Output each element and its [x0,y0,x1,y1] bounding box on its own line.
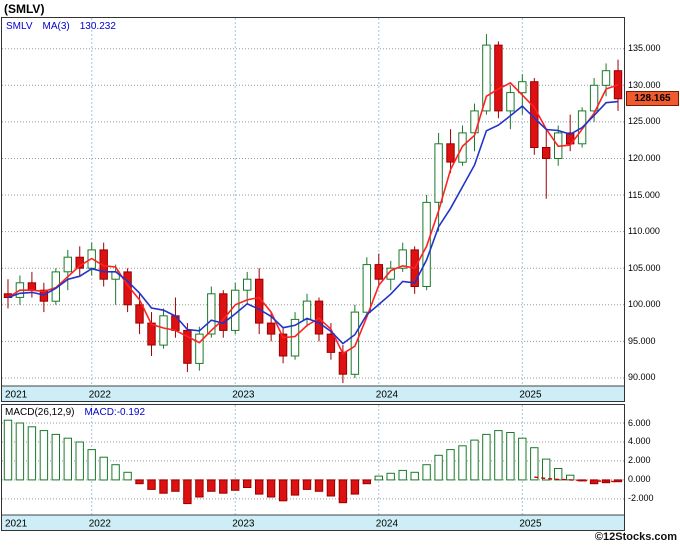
legend-ma-value: 130.232 [79,21,116,32]
legend-ma-label: MA(3) [42,21,70,32]
macd-tick-label: 6.000 [628,418,651,428]
price-axis-labels: 135.000 130.000 125.000 120.000 115.000 110.0… [628,0,680,546]
macd-tick-label: 2.000 [628,455,651,465]
last-price-badge: 128.165 [626,91,679,106]
svg-text:2021: 2021 [5,390,28,401]
price-tick-label: 110.000 [628,226,660,236]
macd-chart[interactable]: 2021 2022 2023 2024 2025 [2,405,624,530]
macd-value-label: MACD:-0.192 [84,407,146,418]
svg-text:2024: 2024 [376,390,399,401]
price-legend: SMLV MA(3) 130.232 [6,21,116,32]
macd-legend: MACD(26,12,9) MACD:-0.192 [5,407,145,418]
svg-text:2021: 2021 [5,519,28,530]
macd-tick-label: 4.000 [628,436,651,446]
price-tick-label: 120.000 [628,153,661,163]
macd-axis-labels: 6.000 4.000 2.000 0.000 -2.000 [628,0,680,546]
svg-text:2023: 2023 [232,390,255,401]
svg-text:2025: 2025 [519,390,542,401]
price-pane: 2021 2022 2023 2024 2025 [1,17,625,402]
price-tick-label: 90.000 [628,372,656,382]
svg-text:2022: 2022 [89,390,112,401]
svg-text:2022: 2022 [89,519,112,530]
price-tick-label: 135.000 [628,43,661,53]
watermark-text: ©12Stocks.com [594,531,677,543]
macd-pane: 2021 2022 2023 2024 2025 [1,404,625,531]
ticker-title: (SMLV) [4,2,45,16]
price-chart[interactable]: 2021 2022 2023 2024 2025 [2,18,624,401]
macd-tick-label: -2.000 [628,493,654,503]
svg-text:2024: 2024 [376,519,399,530]
price-tick-label: 115.000 [628,190,660,200]
price-tick-label: 100.000 [628,299,661,309]
legend-symbol: SMLV [6,21,33,32]
macd-params-label: MACD(26,12,9) [5,407,75,418]
price-tick-label: 95.000 [628,336,656,346]
price-tick-label: 105.000 [628,263,661,273]
macd-tick-label: 0.000 [628,474,651,484]
price-tick-label: 125.000 [628,116,661,126]
svg-text:2023: 2023 [232,519,255,530]
svg-text:2025: 2025 [519,519,542,530]
price-tick-label: 130.000 [628,80,661,90]
